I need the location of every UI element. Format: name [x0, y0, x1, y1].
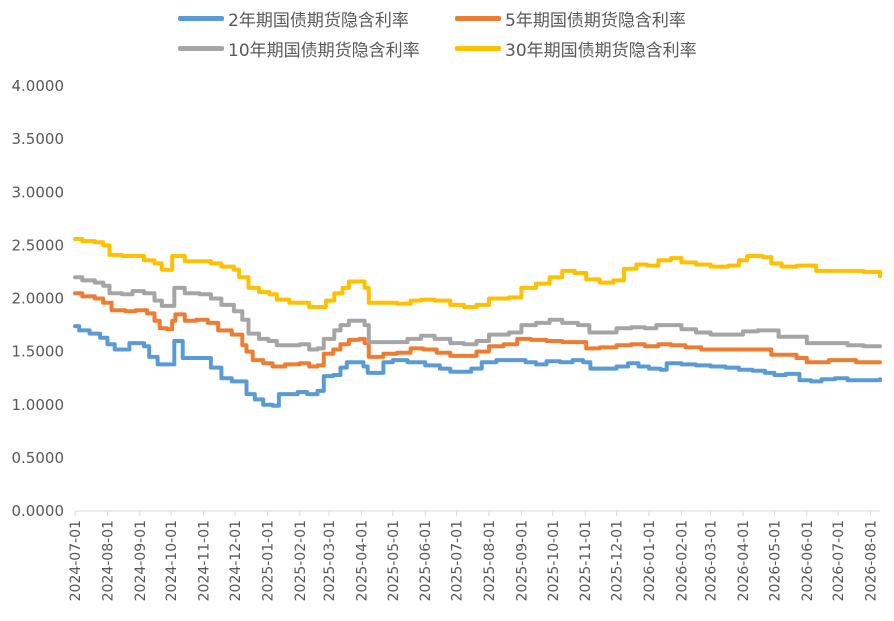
y-tick-label: 2.5000 — [12, 236, 65, 254]
x-tick-label: 2025-03-01 — [322, 520, 338, 601]
x-tick-label: 2026-06-01 — [800, 520, 816, 601]
y-tick-label: 4.0000 — [12, 77, 65, 95]
series-line-2 — [73, 275, 882, 352]
x-tick-label: 2026-03-01 — [704, 520, 720, 601]
y-tick-label: 0.0000 — [12, 502, 65, 520]
x-tick-label: 2026-01-01 — [642, 520, 658, 601]
x-tick-label: 2025-12-01 — [610, 520, 626, 601]
x-tick-label: 2024-11-01 — [197, 520, 213, 601]
x-tick-label: 2025-01-01 — [260, 520, 276, 601]
legend-item-5y: 5年期国债期货隐含利率 — [455, 6, 686, 31]
legend-swatch-30y — [455, 46, 501, 51]
legend-label-30y: 30年期国债期货隐含利率 — [505, 41, 697, 61]
x-tick-label: 2026-04-01 — [736, 520, 752, 601]
legend-label-5y: 5年期国债期货隐含利率 — [505, 11, 686, 31]
y-tick-label: 2.0000 — [12, 290, 65, 308]
y-tick-label: 1.0000 — [12, 396, 65, 414]
legend-swatch-5y — [455, 16, 501, 21]
y-tick-label: 0.5000 — [12, 449, 65, 467]
x-tick-label: 2025-04-01 — [354, 520, 370, 601]
x-tick-label: 2024-10-01 — [164, 520, 180, 601]
x-tick-label: 2024-08-01 — [100, 520, 116, 601]
x-tick-label: 2024-09-01 — [133, 520, 149, 601]
series-line-0 — [73, 324, 882, 408]
x-tick-label: 2026-02-01 — [674, 520, 690, 601]
x-tick-label: 2025-11-01 — [578, 520, 594, 601]
legend-label-10y: 10年期国债期货隐含利率 — [228, 41, 420, 61]
x-tick-label: 2025-09-01 — [514, 520, 530, 601]
x-tick-label: 2025-06-01 — [418, 520, 434, 601]
x-tick-label: 2026-07-01 — [831, 520, 847, 601]
x-tick-label: 2025-08-01 — [482, 520, 498, 601]
legend-swatch-10y — [178, 46, 224, 51]
legend: 2年期国债期货隐含利率 5年期国债期货隐含利率 10年期国债期货隐含利率 30年… — [0, 0, 894, 64]
x-tick-label: 2026-08-01 — [864, 520, 880, 601]
x-tick-label: 2026-05-01 — [767, 520, 783, 601]
x-tick-label: 2025-07-01 — [450, 520, 466, 601]
y-tick-label: 1.5000 — [12, 343, 65, 361]
y-tick-label: 3.5000 — [12, 130, 65, 148]
y-tick-label: 3.0000 — [12, 183, 65, 201]
x-tick-label: 2024-12-01 — [228, 520, 244, 601]
x-tick-label: 2025-05-01 — [386, 520, 402, 601]
legend-item-30y: 30年期国债期货隐含利率 — [455, 36, 697, 61]
x-tick-label: 2025-02-01 — [293, 520, 309, 601]
legend-label-2y: 2年期国债期货隐含利率 — [228, 11, 409, 31]
legend-swatch-2y — [178, 16, 224, 21]
legend-item-10y: 10年期国债期货隐含利率 — [178, 36, 420, 61]
x-tick-label: 2024-07-01 — [68, 520, 84, 601]
x-tick-label: 2025-10-01 — [546, 520, 562, 601]
series-line-3 — [73, 237, 882, 309]
legend-item-2y: 2年期国债期货隐含利率 — [178, 6, 409, 31]
